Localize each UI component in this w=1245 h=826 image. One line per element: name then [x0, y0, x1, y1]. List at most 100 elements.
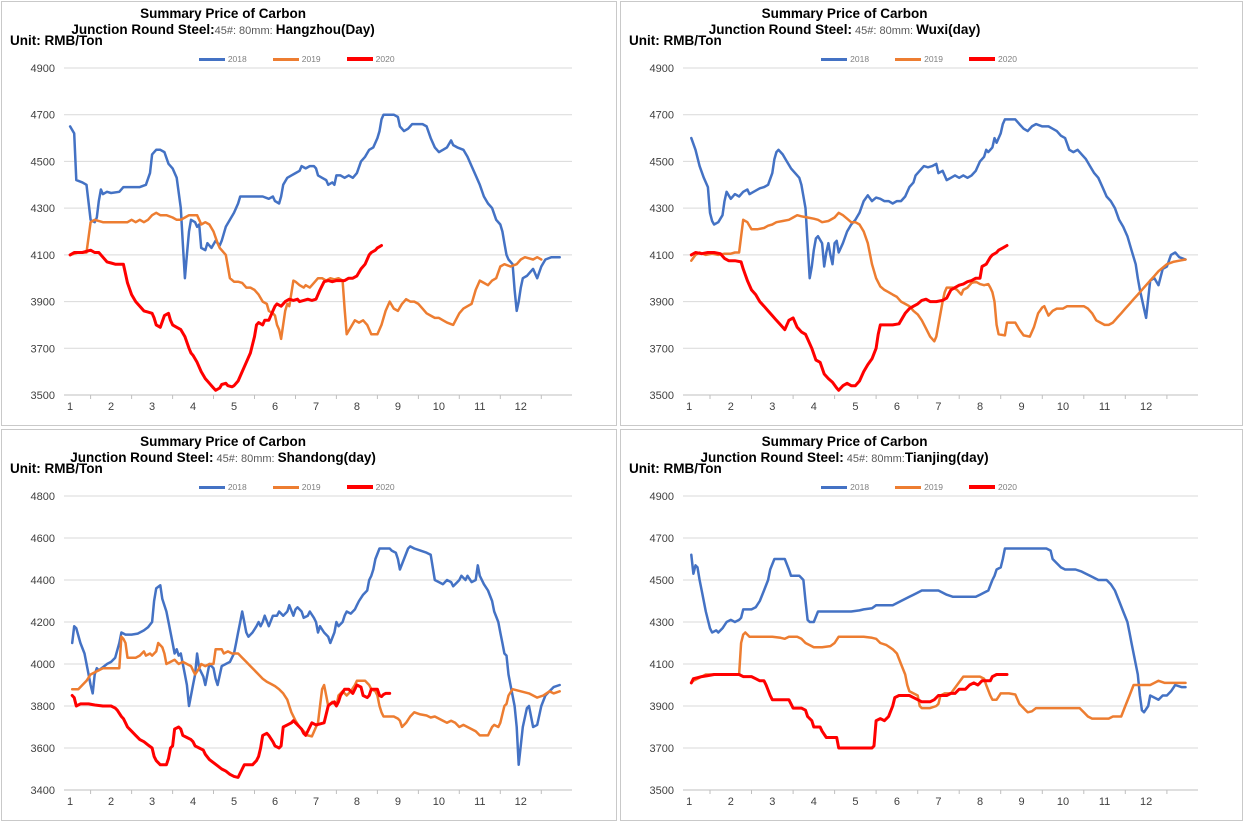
legend-line-swatch	[272, 57, 299, 61]
legend: 2018 2019 2020	[745, 482, 1093, 492]
legend-line-swatch	[821, 485, 848, 489]
svg-text:6: 6	[272, 401, 278, 413]
svg-text:12: 12	[515, 401, 527, 413]
legend-label: 2020	[375, 482, 395, 492]
svg-text:3: 3	[149, 796, 155, 808]
chart-title: Summary Price of Carbon Junction Round S…	[2, 434, 444, 465]
svg-text:11: 11	[1099, 401, 1110, 413]
svg-text:4900: 4900	[650, 63, 674, 75]
svg-text:9: 9	[1018, 796, 1024, 808]
svg-text:4900: 4900	[31, 63, 55, 75]
svg-text:2: 2	[728, 401, 734, 413]
chart-title: Summary Price of Carbon Junction Round S…	[621, 434, 1068, 465]
svg-text:3700: 3700	[650, 743, 674, 755]
legend-label: 2019	[924, 482, 944, 492]
svg-text:4800: 4800	[31, 491, 55, 503]
legend: 2018 2019 2020	[745, 54, 1093, 64]
svg-text:11: 11	[474, 401, 485, 413]
svg-text:4300: 4300	[650, 203, 674, 215]
svg-text:7: 7	[935, 796, 941, 808]
svg-text:4900: 4900	[650, 491, 674, 503]
chart-title-series-label: Junction Round Steel:	[700, 450, 844, 465]
unit-label: Unit: RMB/Ton	[10, 461, 103, 476]
legend-label: 2018	[227, 482, 247, 492]
svg-text:3: 3	[769, 796, 775, 808]
legend-label: 2020	[998, 482, 1017, 492]
svg-text:6: 6	[894, 796, 900, 808]
svg-text:5: 5	[231, 401, 237, 413]
svg-text:3: 3	[149, 401, 155, 413]
svg-text:4500: 4500	[31, 156, 55, 168]
svg-text:7: 7	[935, 401, 941, 413]
chart-panel-tianjing: Summary Price of Carbon Junction Round S…	[620, 429, 1243, 821]
unit-label: Unit: RMB/Ton	[629, 461, 722, 476]
svg-text:1: 1	[67, 796, 73, 808]
svg-text:5: 5	[231, 796, 237, 808]
legend-label: 2019	[924, 54, 944, 64]
svg-text:1: 1	[67, 401, 73, 413]
svg-text:8: 8	[354, 401, 360, 413]
legend-label: 2018	[850, 54, 870, 64]
svg-text:2: 2	[728, 796, 734, 808]
chart-title-line2: Junction Round Steel: 45#: 80mm:Tianjing…	[621, 450, 1068, 465]
svg-text:4400: 4400	[31, 575, 55, 587]
chart-panel-shandong: Summary Price of Carbon Junction Round S…	[1, 429, 617, 821]
svg-text:9: 9	[395, 401, 401, 413]
chart-title-line1: Summary Price of Carbon	[761, 434, 928, 449]
legend-item-2020: 2020	[346, 54, 395, 64]
svg-text:7: 7	[313, 401, 319, 413]
svg-text:4300: 4300	[31, 203, 55, 215]
svg-text:3400: 3400	[31, 785, 55, 797]
svg-text:8: 8	[354, 796, 360, 808]
chart-title-line1: Summary Price of Carbon	[140, 434, 306, 449]
svg-text:12: 12	[1140, 401, 1152, 413]
legend-line-swatch	[895, 57, 922, 61]
svg-text:4200: 4200	[31, 617, 55, 629]
svg-text:12: 12	[515, 796, 527, 808]
legend-item-2019: 2019	[895, 54, 943, 64]
legend-line-swatch	[198, 57, 225, 61]
svg-text:8: 8	[977, 796, 983, 808]
svg-text:4500: 4500	[650, 156, 674, 168]
svg-text:3900: 3900	[650, 297, 674, 309]
svg-text:4700: 4700	[650, 110, 674, 122]
chart-title-line2: Junction Round Steel: 45#: 80mm: Wuxi(da…	[621, 22, 1068, 37]
legend-label: 2019	[301, 482, 321, 492]
chart-panel-hangzhou: Summary Price of Carbon Junction Round S…	[1, 1, 617, 426]
chart-title-series-label: Junction Round Steel:	[71, 22, 215, 37]
svg-text:4100: 4100	[650, 250, 674, 262]
svg-text:5: 5	[852, 401, 858, 413]
legend-item-2018: 2018	[198, 482, 247, 492]
chart-title: Summary Price of Carbon Junction Round S…	[2, 6, 444, 37]
legend-line-swatch	[821, 57, 848, 61]
legend-item-2020: 2020	[969, 482, 1017, 492]
legend-label: 2019	[301, 54, 321, 64]
chart-title: Summary Price of Carbon Junction Round S…	[621, 6, 1068, 37]
svg-text:3: 3	[769, 401, 775, 413]
svg-text:1: 1	[686, 796, 692, 808]
svg-text:4500: 4500	[650, 575, 674, 587]
svg-text:3500: 3500	[31, 390, 55, 402]
svg-text:9: 9	[1018, 401, 1024, 413]
svg-text:1: 1	[686, 401, 692, 413]
legend-line-swatch	[346, 485, 373, 489]
legend-label: 2018	[227, 54, 247, 64]
svg-text:4000: 4000	[31, 659, 55, 671]
svg-text:11: 11	[474, 796, 485, 808]
svg-text:4300: 4300	[650, 617, 674, 629]
chart-spec-label: 45#: 80mm:	[843, 453, 905, 465]
chart-city-label: Wuxi(day)	[916, 22, 981, 37]
svg-text:3500: 3500	[650, 390, 674, 402]
chart-title-series-label: Junction Round Steel:	[70, 450, 214, 465]
legend: 2018 2019 2020	[125, 482, 469, 492]
svg-text:4100: 4100	[31, 250, 55, 262]
unit-label: Unit: RMB/Ton	[10, 33, 103, 48]
legend-item-2020: 2020	[969, 54, 1017, 64]
svg-text:4100: 4100	[650, 659, 674, 671]
svg-text:2: 2	[108, 401, 114, 413]
svg-text:2: 2	[108, 796, 114, 808]
